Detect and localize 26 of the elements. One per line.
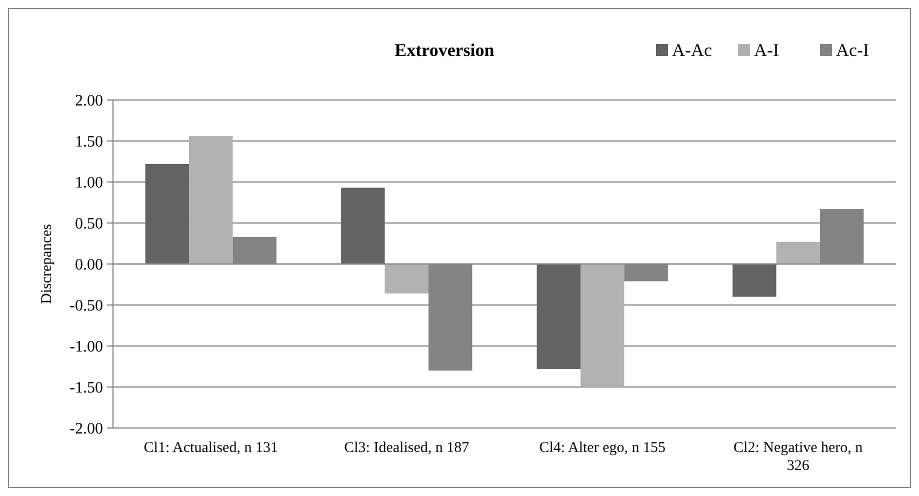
legend-label: Ac-I [836, 40, 869, 60]
y-tick-label: 1.50 [75, 134, 103, 151]
bar [384, 264, 428, 294]
y-tick-label: -2.00 [70, 420, 103, 438]
x-tick-label: Cl1: Actualised, n 131 [144, 440, 278, 456]
chart-title: Extroversion [394, 40, 494, 60]
bar [536, 264, 581, 369]
y-tick-label: -0.50 [70, 298, 103, 315]
y-tick-label: -1.00 [70, 338, 103, 356]
bar [580, 264, 624, 386]
bar [341, 188, 385, 264]
x-tick-label: Cl3: Idealised, n 187 [344, 440, 470, 456]
bar [732, 264, 776, 297]
y-tick-label: 1.00 [75, 174, 103, 192]
x-tick-label: Cl4: Alter ego, n 155 [539, 440, 666, 456]
bar [776, 242, 820, 264]
y-tick-label: 0.00 [75, 256, 103, 274]
legend-label: A-I [754, 40, 779, 60]
x-tick-label: Cl2: Negative hero, n 326 [734, 440, 864, 474]
y-tick-label: -1.50 [70, 380, 103, 397]
y-tick-label: 2.00 [75, 92, 103, 110]
y-axis-title: Discrepances [39, 224, 55, 304]
legend-label: A-Ac [672, 40, 712, 60]
y-tick-label: 0.50 [75, 216, 103, 233]
bar [145, 164, 190, 264]
bar [189, 136, 233, 264]
